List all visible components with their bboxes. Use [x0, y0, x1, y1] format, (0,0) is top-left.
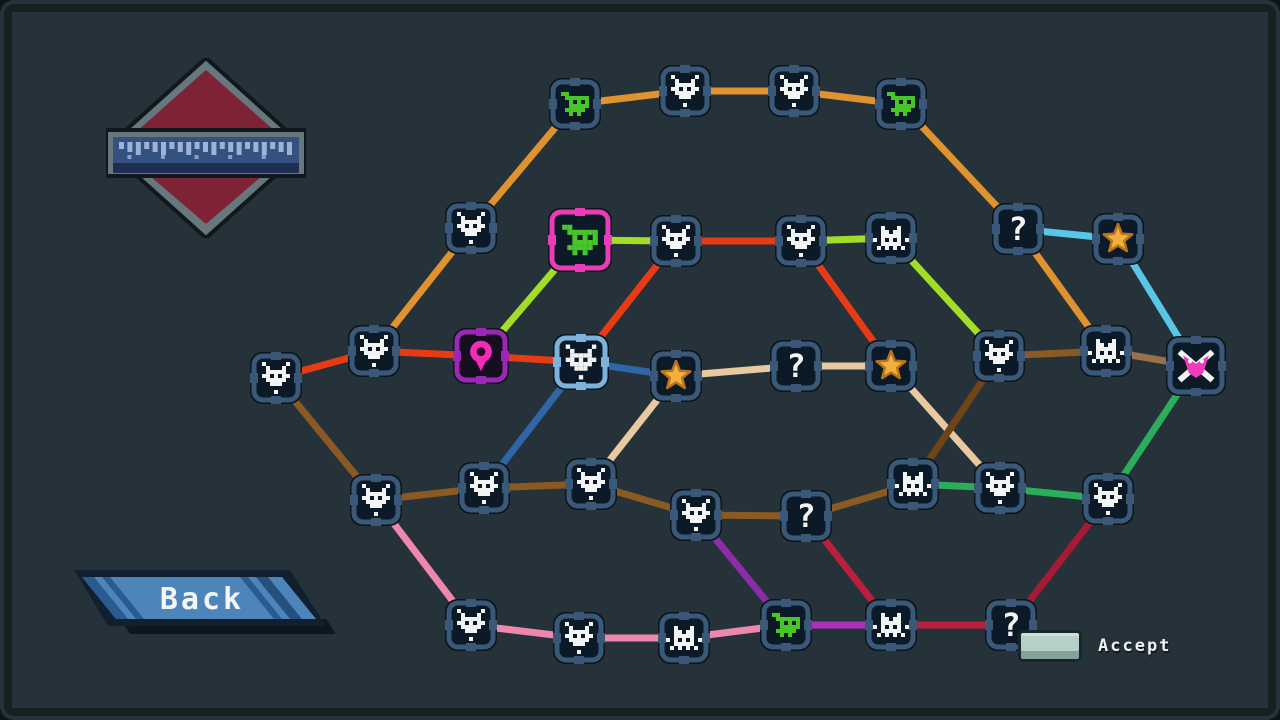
accept-key-icon[interactable]	[1018, 630, 1082, 662]
map-node-enemy[interactable]	[458, 462, 510, 514]
enemy-icon	[262, 362, 290, 394]
back-button-stripe	[240, 577, 282, 619]
enemy-icon	[470, 472, 498, 504]
map-node-enemy[interactable]	[659, 65, 711, 117]
map-node-enemy[interactable]	[445, 202, 497, 254]
spider-icon	[873, 226, 909, 250]
enemy-icon	[787, 225, 815, 257]
map-node-enemy[interactable]	[650, 215, 702, 267]
map-node-shop[interactable]	[548, 208, 612, 272]
shop-icon	[561, 92, 589, 116]
map-node-enemy[interactable]	[974, 462, 1026, 514]
pin-icon	[470, 340, 492, 372]
enemy-icon	[457, 212, 485, 244]
map-node-enemy[interactable]	[565, 458, 617, 510]
map-node-spider[interactable]	[1080, 325, 1132, 377]
map-node-enemy[interactable]	[973, 330, 1025, 382]
game-logo	[106, 58, 306, 238]
logo-glyph-pixels	[119, 142, 292, 159]
enemy-icon	[662, 225, 690, 257]
back-button[interactable]: Back	[50, 558, 370, 648]
question-icon: ?	[786, 347, 805, 385]
enemy-icon	[682, 499, 710, 531]
enemy-icon	[360, 335, 388, 367]
svg-text:?: ?	[1008, 210, 1027, 248]
back-button-stripe	[102, 577, 144, 619]
star-icon	[660, 359, 692, 390]
question-icon: ?	[1001, 606, 1020, 644]
enemy-icon	[577, 468, 605, 500]
question-icon: ?	[796, 497, 815, 535]
map-node-question[interactable]: ?	[992, 203, 1044, 255]
spider-icon	[895, 472, 931, 496]
enemy-icon	[457, 609, 485, 641]
enemy-icon	[1094, 483, 1122, 515]
enemy-icon	[565, 344, 597, 380]
map-node-enemy[interactable]	[348, 325, 400, 377]
back-button-label: Back	[160, 582, 244, 617]
enemy-icon	[362, 484, 390, 516]
map-node-spider[interactable]	[865, 599, 917, 651]
map-node-enemy[interactable]	[553, 612, 605, 664]
map-node-enemy[interactable]	[553, 334, 609, 390]
logo-diamond-bottom	[150, 176, 262, 224]
map-node-spider[interactable]	[865, 212, 917, 264]
spider-icon	[666, 626, 702, 650]
map-node-enemy[interactable]	[775, 215, 827, 267]
enemy-icon	[565, 622, 593, 654]
map-node-enemy[interactable]	[670, 489, 722, 541]
svg-text:?: ?	[796, 497, 815, 535]
enemy-icon	[780, 75, 808, 107]
spider-icon	[873, 613, 909, 637]
map-node-shop[interactable]	[875, 78, 927, 130]
svg-text:?: ?	[786, 347, 805, 385]
map-node-enemy[interactable]	[768, 65, 820, 117]
map-node-boss[interactable]	[1166, 336, 1226, 396]
accept-row: Accept	[1018, 630, 1171, 662]
map-node-question[interactable]: ?	[780, 490, 832, 542]
star-icon	[1102, 222, 1134, 253]
map-node-shop[interactable]	[549, 78, 601, 130]
shop-icon	[772, 613, 800, 637]
map-node-enemy[interactable]	[445, 599, 497, 651]
question-icon: ?	[1008, 210, 1027, 248]
back-button-face	[82, 577, 316, 619]
spider-icon	[1088, 339, 1124, 363]
map-node-question[interactable]: ?	[770, 340, 822, 392]
map-node-enemy[interactable]	[1082, 473, 1134, 525]
logo-diamond-top	[136, 70, 276, 132]
map-node-enemy[interactable]	[350, 474, 402, 526]
star-icon	[875, 349, 907, 380]
map-node-shop[interactable]	[760, 599, 812, 651]
svg-text:?: ?	[1001, 606, 1020, 644]
back-button-stripe	[256, 577, 302, 619]
logo-banner-shade	[113, 163, 299, 173]
map-node-spider[interactable]	[658, 612, 710, 664]
back-button-stripe	[82, 577, 128, 619]
boss-icon	[1177, 349, 1215, 383]
enemy-icon	[985, 340, 1013, 372]
accept-label: Accept	[1098, 636, 1172, 656]
enemy-icon	[986, 472, 1014, 504]
map-node-star[interactable]	[865, 340, 917, 392]
map-node-enemy[interactable]	[250, 352, 302, 404]
shop-icon	[887, 92, 915, 116]
map-node-star[interactable]	[1092, 213, 1144, 265]
shop-icon	[562, 224, 598, 256]
map-node-spider[interactable]	[887, 458, 939, 510]
map-node-star[interactable]	[650, 350, 702, 402]
map-node-pin[interactable]	[453, 328, 509, 384]
enemy-icon	[671, 75, 699, 107]
